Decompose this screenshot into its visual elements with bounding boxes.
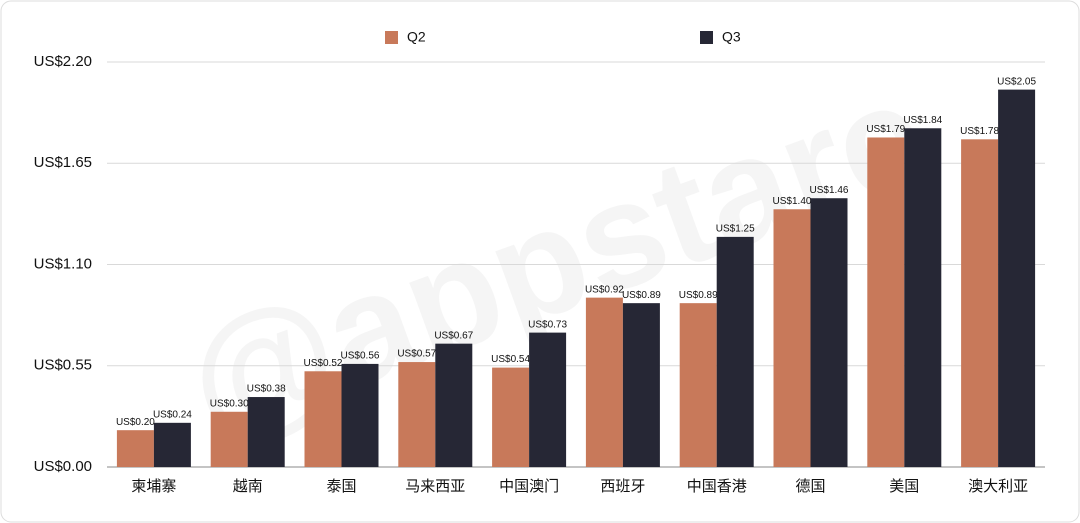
y-tick-label: US$0.00 (34, 458, 92, 475)
x-tick-label: 越南 (233, 478, 263, 495)
value-label: US$0.73 (528, 319, 567, 330)
x-tick-label: 德国 (795, 477, 825, 495)
value-label: US$0.20 (116, 417, 155, 428)
value-label: US$1.78 (960, 126, 999, 137)
y-tick-label: US$1.10 (34, 255, 92, 272)
bar (810, 198, 848, 467)
bar (153, 422, 191, 467)
value-label: US$1.84 (903, 115, 942, 126)
value-label: US$0.67 (434, 330, 473, 341)
value-label: US$1.40 (773, 196, 812, 207)
x-tick-label: 澳大利亚 (968, 478, 1028, 495)
x-tick-label: 中国澳门 (499, 478, 559, 495)
x-tick-label: 泰国 (326, 478, 356, 495)
bar (529, 332, 567, 467)
bar (998, 89, 1036, 467)
y-tick-label: US$1.65 (34, 154, 92, 171)
value-label: US$0.24 (153, 409, 192, 420)
legend-label: Q3 (722, 29, 741, 45)
bar (679, 303, 717, 467)
y-tick-label: US$0.55 (34, 357, 92, 374)
value-label: US$0.89 (679, 290, 718, 301)
x-tick-label: 柬埔寨 (131, 477, 176, 495)
bar (904, 128, 942, 468)
bar (341, 363, 379, 467)
legend-label: Q2 (407, 29, 426, 45)
x-tick-label: 马来西亚 (405, 478, 465, 495)
bar (247, 397, 285, 467)
y-tick-label: US$2.20 (34, 53, 92, 70)
legend-swatch (700, 31, 713, 44)
x-tick-label: 西班牙 (600, 478, 645, 495)
value-label: US$0.56 (341, 351, 380, 362)
value-label: US$0.38 (247, 384, 286, 395)
bar (210, 411, 248, 467)
x-tick-label: 中国香港 (687, 478, 747, 495)
bar (398, 362, 436, 467)
x-tick-label: 美国 (889, 478, 919, 495)
value-label: US$0.52 (304, 358, 343, 369)
bar (304, 371, 342, 467)
legend-swatch (385, 31, 398, 44)
value-label: US$2.05 (997, 76, 1036, 87)
value-label: US$1.79 (866, 124, 905, 135)
value-label: US$1.25 (716, 224, 755, 235)
bar (773, 209, 811, 468)
bar (116, 430, 154, 467)
value-label: US$1.46 (810, 185, 849, 196)
value-label: US$0.57 (397, 349, 436, 360)
bar (716, 236, 754, 467)
bar (622, 303, 660, 467)
bar (867, 137, 905, 467)
bar (961, 139, 999, 467)
bar (435, 343, 473, 467)
bar (492, 367, 530, 467)
value-label: US$0.89 (622, 290, 661, 301)
value-label: US$0.54 (491, 354, 530, 365)
bar (585, 297, 623, 467)
value-label: US$0.30 (210, 398, 249, 409)
value-label: US$0.92 (585, 284, 624, 295)
